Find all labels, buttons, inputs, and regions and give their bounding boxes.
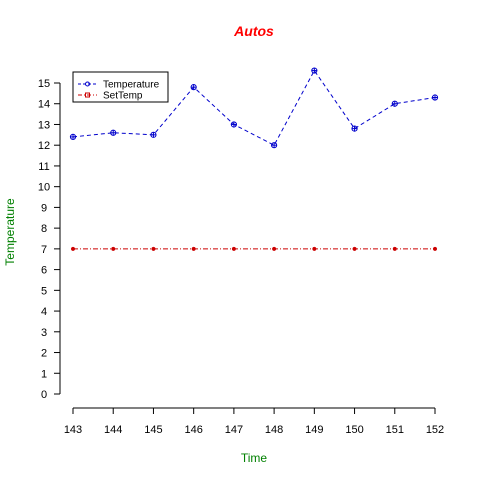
y-tick-label: 7 — [41, 244, 47, 256]
data-point — [191, 246, 196, 251]
data-point — [351, 125, 358, 132]
y-tick-label: 3 — [41, 327, 47, 339]
legend-swatch-marker — [85, 92, 90, 98]
x-tick-label: 148 — [265, 424, 283, 436]
data-point — [69, 133, 77, 141]
y-tick-label: 0 — [41, 389, 47, 401]
y-tick-label: 6 — [41, 265, 47, 277]
y-tick-label: 13 — [38, 119, 50, 131]
x-tick-label: 143 — [64, 424, 82, 436]
data-point — [70, 246, 76, 251]
series-settemp — [70, 246, 438, 251]
data-point — [352, 246, 357, 251]
y-tick-label: 14 — [38, 99, 50, 111]
legend-label: Temperature — [103, 80, 160, 91]
y-tick-label: 11 — [38, 161, 49, 173]
data-point — [312, 246, 317, 251]
data-point — [391, 100, 398, 107]
y-axis-title: Temperature — [3, 198, 17, 266]
data-point — [392, 246, 397, 251]
series-temperature — [69, 67, 439, 149]
data-point — [111, 246, 116, 251]
data-point — [272, 246, 277, 251]
x-tick-label: 144 — [104, 424, 122, 436]
series-line — [72, 69, 436, 146]
data-point — [432, 246, 438, 251]
y-tick-label: 15 — [38, 78, 50, 90]
data-point — [190, 84, 197, 91]
y-tick-label: 12 — [38, 140, 50, 152]
y-tick-label: 4 — [41, 306, 47, 318]
data-point — [110, 129, 117, 136]
x-tick-label: 149 — [305, 424, 323, 436]
chart-title: Autos — [233, 23, 274, 39]
data-point — [230, 121, 237, 128]
x-axis: 143 144 145 146 147 148 149 150 151 152 — [64, 407, 444, 436]
x-tick-label: 152 — [426, 424, 444, 436]
x-axis-title: Time — [241, 451, 268, 465]
y-tick-label: 8 — [41, 223, 47, 235]
y-tick-label: 5 — [41, 285, 47, 297]
data-point — [271, 142, 278, 149]
data-point — [231, 246, 236, 251]
x-tick-label: 151 — [386, 424, 404, 436]
y-tick-label: 1 — [41, 368, 47, 380]
y-tick-label: 9 — [41, 202, 47, 214]
y-tick-label: 10 — [38, 182, 50, 194]
data-point — [311, 67, 318, 74]
x-tick-label: 146 — [184, 424, 202, 436]
y-tick-label: 2 — [41, 348, 47, 360]
legend-swatch-marker — [85, 81, 90, 87]
x-tick-label: 145 — [144, 424, 162, 436]
data-point — [431, 94, 439, 101]
series-layer — [69, 67, 439, 251]
data-point — [150, 131, 157, 138]
x-tick-label: 150 — [345, 424, 363, 436]
data-point — [151, 246, 156, 251]
legend-label: SetTemp — [103, 91, 143, 102]
x-tick-label: 147 — [225, 424, 243, 436]
